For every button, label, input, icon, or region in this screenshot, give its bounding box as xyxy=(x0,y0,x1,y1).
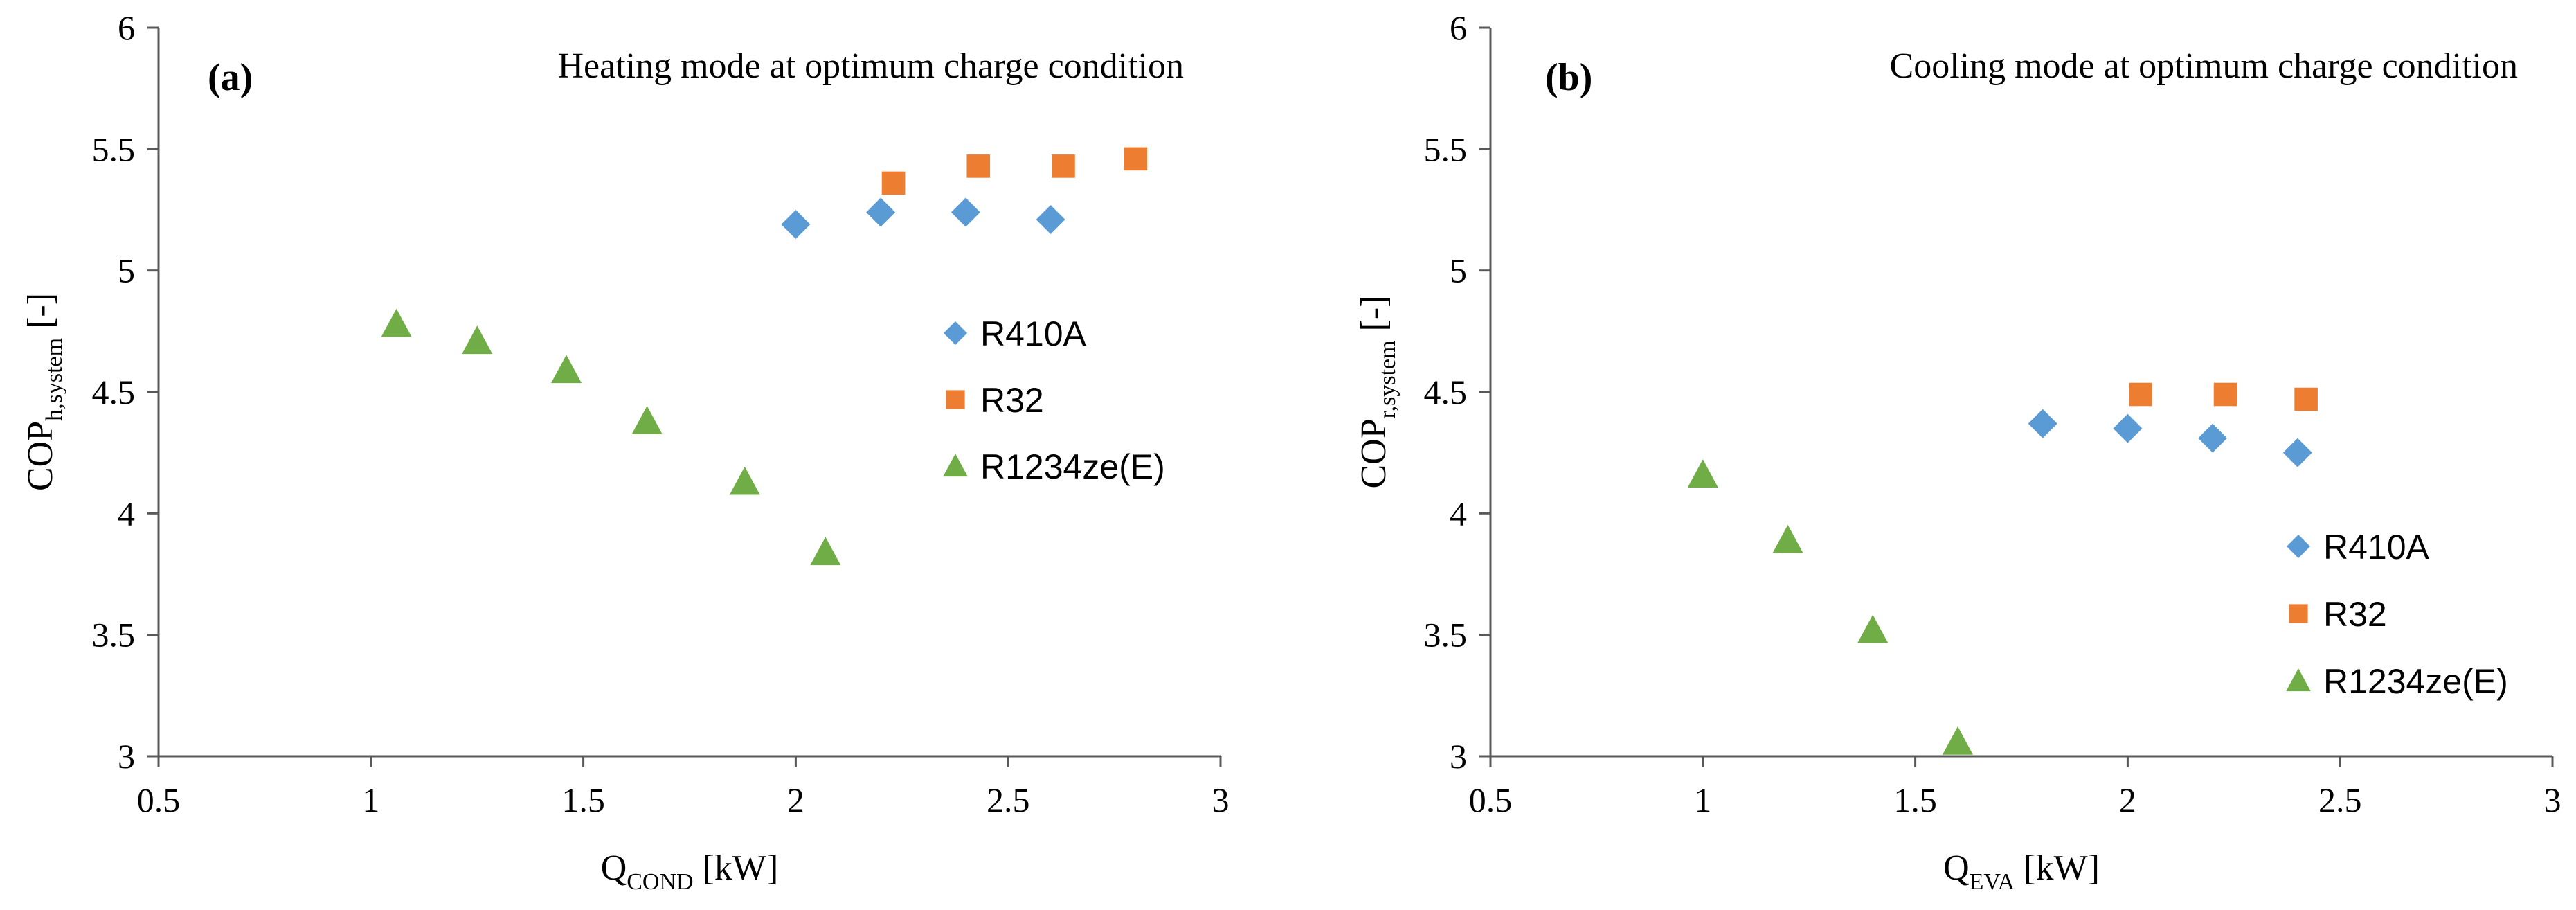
x-tick-label: 1 xyxy=(1694,780,1711,819)
data-point-R32 xyxy=(881,171,906,195)
x-tick-label: 2 xyxy=(2119,780,2136,819)
x-axis-title: QEVA [kW] xyxy=(1943,848,2100,895)
data-point-R32 xyxy=(2294,387,2318,411)
x-tick-label: 1.5 xyxy=(1893,780,1937,819)
data-point-R1234ze(E) xyxy=(381,308,412,337)
series-R1234ze(E) xyxy=(381,308,841,566)
chart-annotation: Cooling mode at optimum charge condition xyxy=(1890,46,2518,86)
data-point-R410A xyxy=(866,197,896,227)
data-point-R32 xyxy=(966,154,991,178)
x-tick-label: 2 xyxy=(787,780,804,819)
x-tick-label: 1.5 xyxy=(561,780,605,819)
data-point-R1234ze(E) xyxy=(551,355,582,384)
x-tick-label: 1 xyxy=(362,780,379,819)
series-R1234ze(E) xyxy=(1687,459,1974,755)
data-point-R1234ze(E) xyxy=(1687,459,1718,488)
data-point-R410A xyxy=(2282,438,2312,467)
y-tick-label: 5 xyxy=(1450,251,1467,290)
x-axis-title: QCOND [kW] xyxy=(601,848,779,895)
y-tick-label: 5.5 xyxy=(1424,130,1468,168)
y-tick-label: 5 xyxy=(118,251,135,290)
y-tick-label: 6 xyxy=(1450,8,1467,47)
legend-marker-R1234ze(E) xyxy=(943,454,968,477)
data-point-R410A xyxy=(2198,423,2228,453)
series-R410A xyxy=(2028,409,2312,467)
series-R32 xyxy=(881,147,1148,195)
data-point-R410A xyxy=(781,210,811,240)
data-point-R32 xyxy=(1052,154,1075,178)
panel-label: (b) xyxy=(1545,56,1592,99)
y-tick-label: 4.5 xyxy=(1424,373,1468,411)
y-tick-label: 4.5 xyxy=(92,373,136,411)
data-point-R410A xyxy=(2028,409,2057,438)
data-point-R32 xyxy=(2213,382,2237,407)
x-tick-label: 3 xyxy=(2544,780,2561,819)
legend-marker-R1234ze(E) xyxy=(2286,668,2311,692)
chart-panel-b: 3 3.5 4 4.5 5 5.5 6 0.5 1 1.5 2 2.5 3 (b) Cooling mode… xyxy=(1354,8,2561,895)
legend-label-R1234ze(E): R1234ze(E) xyxy=(2323,662,2508,701)
panel-label: (a) xyxy=(208,56,253,99)
y-tick-label: 4 xyxy=(118,494,135,533)
y-axis-title: COPr,system [-] xyxy=(1354,295,1400,488)
x-tick-label: 0.5 xyxy=(137,780,181,819)
chart-panel-a: 3 3.5 4 4.5 5 5.5 6 0.5 1 1.5 2 2.5 3 (a) Heating mode… xyxy=(21,8,1230,895)
data-point-R1234ze(E) xyxy=(1772,524,1803,553)
x-tick-label: 3 xyxy=(1212,780,1230,819)
legend: R410A R32 R1234ze(E) xyxy=(943,314,1165,486)
y-tick-label: 4 xyxy=(1450,494,1467,533)
data-point-R1234ze(E) xyxy=(1942,726,1974,755)
legend-marker-R32 xyxy=(2289,604,2308,623)
y-tick-label: 3 xyxy=(118,737,135,776)
x-tick-label: 2.5 xyxy=(2318,780,2362,819)
data-point-R1234ze(E) xyxy=(462,325,493,355)
legend-marker-R410A xyxy=(944,321,967,345)
data-point-R1234ze(E) xyxy=(810,537,841,566)
series-R410A xyxy=(781,197,1065,240)
data-point-R410A xyxy=(951,197,980,227)
data-point-R1234ze(E) xyxy=(729,466,760,495)
y-tick-label: 3.5 xyxy=(92,616,136,654)
y-tick-label: 3 xyxy=(1450,737,1467,776)
legend: R410A R32 R1234ze(E) xyxy=(2286,528,2508,701)
legend-label-R410A: R410A xyxy=(980,314,1087,353)
legend-label-R1234ze(E): R1234ze(E) xyxy=(980,447,1165,486)
chart-annotation: Heating mode at optimum charge condition xyxy=(558,46,1185,86)
legend-marker-R410A xyxy=(2287,535,2310,558)
x-tick-label: 0.5 xyxy=(1469,780,1513,819)
y-tick-label: 3.5 xyxy=(1424,616,1468,654)
y-tick-label: 6 xyxy=(118,8,135,47)
y-tick-label: 5.5 xyxy=(92,130,136,168)
data-point-R410A xyxy=(2113,413,2143,443)
legend-label-R32: R32 xyxy=(2323,595,2387,634)
legend-label-R32: R32 xyxy=(980,381,1044,420)
data-point-R32 xyxy=(1124,147,1148,171)
data-point-R32 xyxy=(2129,382,2152,407)
x-tick-label: 2.5 xyxy=(987,780,1030,819)
y-axis-title: COPh,system [-] xyxy=(21,293,67,491)
data-point-R1234ze(E) xyxy=(631,406,663,434)
legend-marker-R32 xyxy=(946,390,965,409)
legend-label-R410A: R410A xyxy=(2323,528,2430,566)
data-point-R410A xyxy=(1036,205,1065,235)
series-R32 xyxy=(2129,382,2318,411)
data-point-R1234ze(E) xyxy=(1857,614,1889,643)
